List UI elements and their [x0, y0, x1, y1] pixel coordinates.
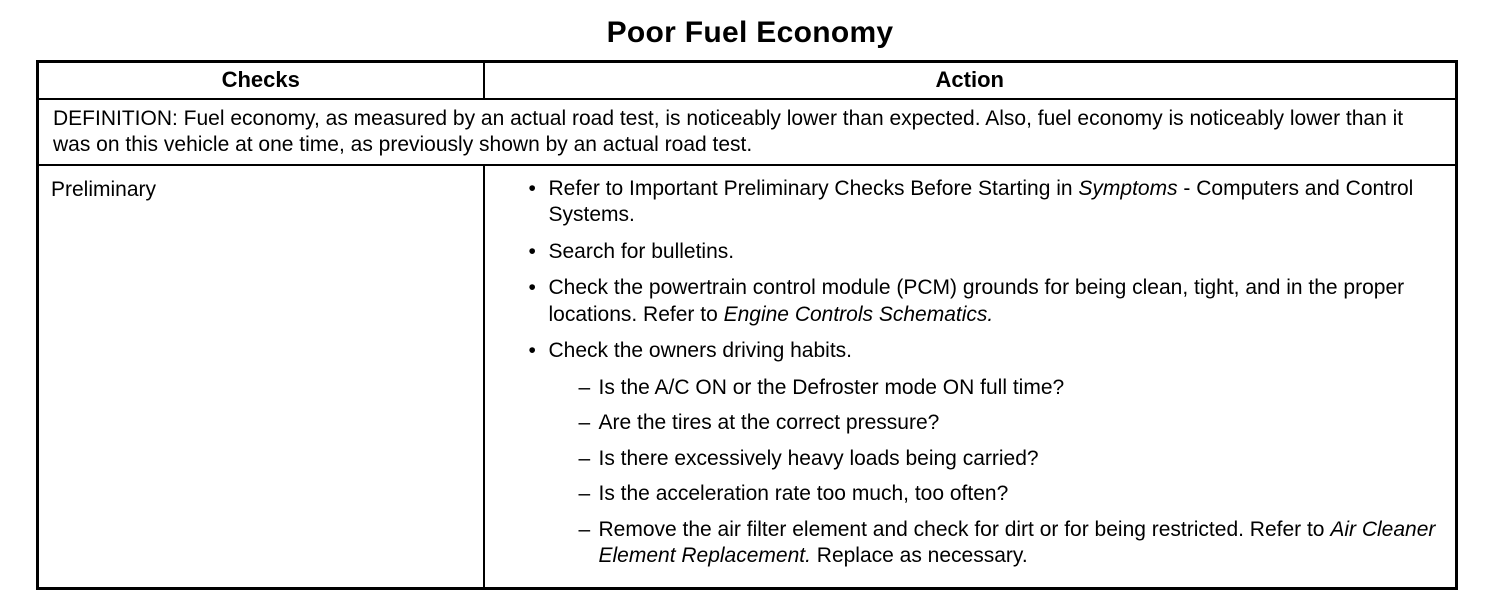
check-label: Preliminary	[36, 163, 485, 589]
definition-row: DEFINITION: Fuel economy, as measured by…	[36, 97, 1458, 166]
page-title: Poor Fuel Economy	[606, 16, 894, 49]
dash-marker: –	[578, 446, 591, 470]
action-text: Refer to Important Preliminary Checks Be…	[548, 176, 1414, 227]
action-text: Check the owners driving habits.	[548, 339, 853, 362]
checks-column-header: Checks	[36, 60, 485, 100]
action-sub-item: – Is there excessively heavy loads being…	[579, 446, 1440, 473]
action-sub-item: – Remove the air filter element and chec…	[579, 517, 1440, 570]
definition-text: DEFINITION: Fuel economy, as measured by…	[36, 97, 1458, 166]
bullet-marker: •	[528, 339, 536, 362]
action-bullet: • Check the owners driving habits.	[529, 338, 1440, 365]
action-list: • Refer to Important Preliminary Checks …	[482, 163, 1458, 589]
table-header-row: Checks Action	[36, 60, 1458, 100]
symptom-table: Checks Action DEFINITION: Fuel economy, …	[36, 60, 1458, 590]
action-column-header: Action	[482, 60, 1458, 100]
dash-marker: –	[578, 517, 591, 541]
action-text: Check the powertrain control module (PCM…	[548, 276, 1405, 326]
dash-marker: –	[578, 482, 591, 505]
action-sub-item: – Is the acceleration rate too much, too…	[579, 481, 1440, 508]
action-text: Remove the air filter element and check …	[598, 517, 1436, 568]
dash-marker: –	[578, 411, 591, 434]
action-text: Are the tires at the correct pressure?	[598, 411, 940, 434]
action-text: Search for bulletins.	[548, 239, 735, 263]
bullet-marker: •	[528, 176, 536, 200]
action-bullet: • Refer to Important Preliminary Checks …	[529, 176, 1440, 229]
bullet-marker: •	[528, 276, 536, 299]
action-sub-item: – Are the tires at the correct pressure?	[579, 410, 1440, 437]
action-sub-item: – Is the A/C ON or the Defroster mode ON…	[579, 375, 1440, 402]
action-bullet: • Search for bulletins.	[529, 239, 1440, 266]
action-text: Is the A/C ON or the Defroster mode ON f…	[598, 375, 1065, 399]
action-bullet: • Check the powertrain control module (P…	[529, 275, 1440, 328]
bullet-marker: •	[528, 239, 536, 263]
action-text: Is there excessively heavy loads being c…	[598, 446, 1039, 470]
dash-marker: –	[578, 375, 591, 399]
preliminary-row: Preliminary • Refer to Important Prelimi…	[36, 163, 1458, 589]
action-text: Is the acceleration rate too much, too o…	[598, 482, 1009, 505]
